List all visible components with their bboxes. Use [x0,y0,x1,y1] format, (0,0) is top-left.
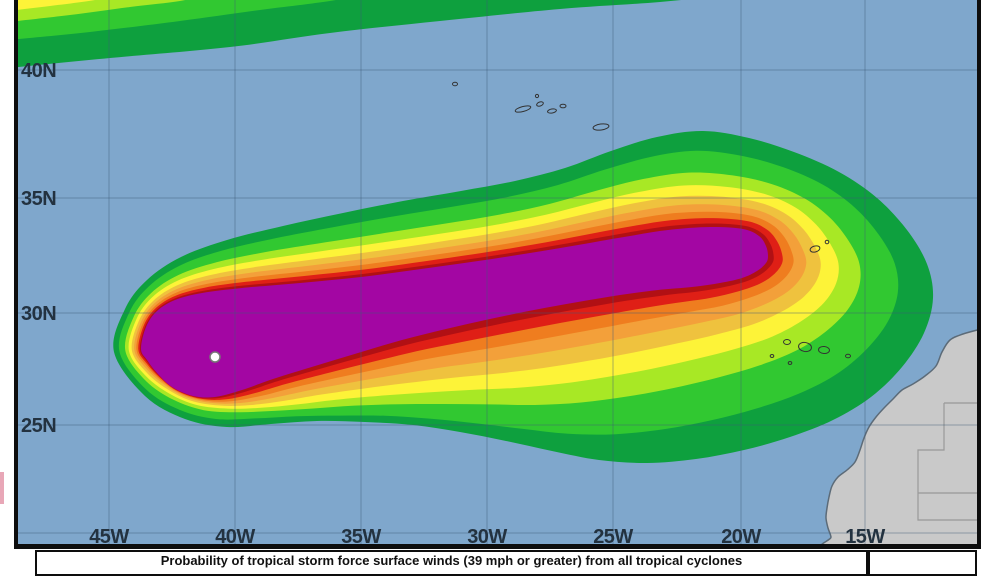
lat-label-40N: 40N [21,60,56,82]
lon-label-15W: 15W [845,526,885,548]
island-outline-10 [798,341,812,353]
island-outline-3 [547,108,557,114]
lat-label-35N: 35N [21,188,56,210]
caption-side-box [868,550,977,576]
lon-label-20W: 20W [721,526,761,548]
island-outline-8 [824,239,830,245]
storm-center-marker [209,351,221,363]
island-outline-9 [783,339,791,345]
graticule [17,0,977,544]
map-border-bottom [14,544,981,549]
island-outline-2 [536,101,544,107]
africa-landmass [821,329,977,544]
island-outline-0 [452,81,458,87]
island-outline-14 [769,354,775,358]
cropped-legend-sliver [0,472,4,504]
secondary-swath-band-3 [17,0,95,10]
island-outline-12 [845,353,851,359]
map-canvas: 40N 35N 30N 25N 45W 40W 35W 30W 25W 20W 15W [0,0,981,549]
lat-label-25N: 25N [21,415,56,437]
island-outline-13 [787,361,793,365]
secondary-swath-band-2 [17,0,186,22]
country-border-1 [917,403,977,521]
map-border-right [977,0,981,549]
lon-label-40W: 40W [215,526,255,548]
island-outline-5 [592,123,610,131]
lon-label-35W: 35W [341,526,381,548]
island-outline-6 [534,93,540,99]
island-outline-11 [818,345,830,355]
island-outline-4 [559,103,567,109]
island-outline-7 [809,245,821,253]
lon-label-30W: 30W [467,526,507,548]
lat-label-30N: 30N [21,303,56,325]
lon-label-25W: 25W [593,526,633,548]
probability-band-9 [140,226,768,398]
map-caption: Probability of tropical storm force surf… [35,550,868,576]
island-outline-1 [514,105,532,113]
lon-label-45W: 45W [89,526,129,548]
map-border-left [14,0,18,549]
map-layers: 40N 35N 30N 25N 45W 40W 35W 30W 25W 20W 15W [17,0,977,548]
